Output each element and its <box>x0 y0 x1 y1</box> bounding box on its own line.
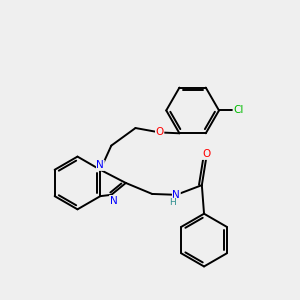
Text: O: O <box>202 149 210 159</box>
Text: N: N <box>96 160 104 170</box>
Text: O: O <box>155 128 164 137</box>
Text: Cl: Cl <box>233 105 244 116</box>
Text: N: N <box>172 190 180 200</box>
Text: H: H <box>169 198 176 207</box>
Text: N: N <box>110 196 117 206</box>
